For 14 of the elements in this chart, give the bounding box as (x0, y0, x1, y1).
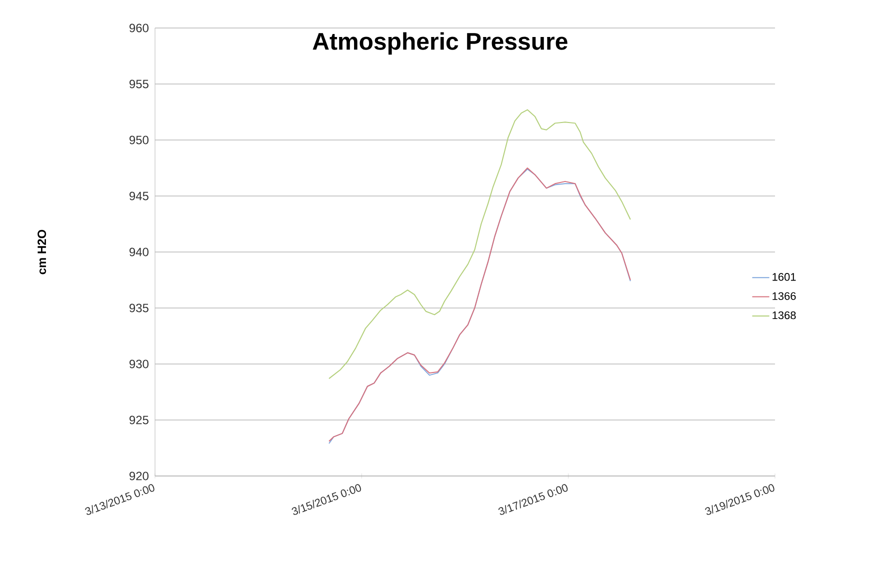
y-tick-label: 955 (130, 80, 148, 88)
legend-label: 1368 (772, 311, 796, 320)
y-tick-label: 925 (130, 416, 148, 424)
y-axis-title: cm H2O (38, 230, 46, 274)
y-tick-label: 960 (130, 24, 149, 32)
legend-label: 1366 (772, 292, 796, 300)
y-tick-label: 930 (130, 360, 149, 368)
legend-label: 1601 (772, 273, 796, 281)
y-tick-label: 920 (130, 472, 149, 480)
y-tick-label: 940 (130, 248, 149, 256)
y-tick-label: 950 (130, 136, 149, 144)
y-tick-label: 935 (130, 304, 148, 312)
chart-title: Atmospheric Pressure (312, 32, 568, 55)
y-tick-label: 945 (130, 192, 148, 200)
